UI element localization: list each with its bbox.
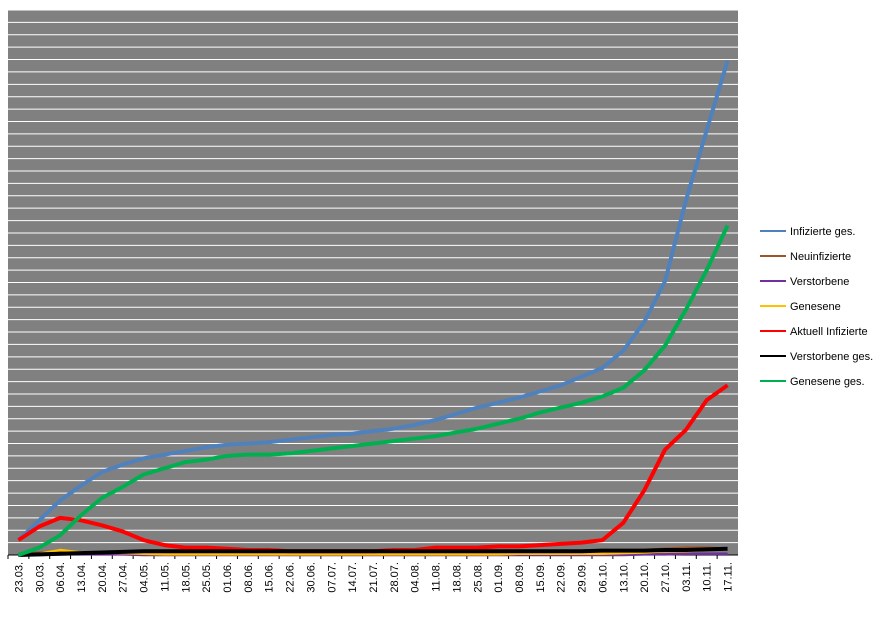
- x-tick-label: 27.04.: [118, 562, 130, 593]
- x-tick-label: 18.08.: [451, 562, 463, 593]
- x-tick-label: 25.08.: [472, 562, 484, 593]
- legend-label: Genesene: [790, 301, 841, 313]
- x-tick-label: 04.08.: [410, 562, 422, 593]
- x-tick-label: 01.06.: [222, 562, 234, 593]
- x-tick-label: 13.10.: [618, 562, 630, 593]
- series-line: [17, 60, 730, 542]
- series-line: [18, 547, 728, 557]
- x-tick-label: 27.10.: [660, 562, 672, 593]
- legend-label: Infizierte ges.: [790, 226, 855, 238]
- series-line: [18, 546, 728, 557]
- x-tick-label: 14.07.: [347, 562, 359, 593]
- x-tick-label: 03.11.: [681, 562, 693, 592]
- legend-label: Aktuell Infizierte: [790, 326, 868, 338]
- x-tick-label: 08.09.: [514, 562, 526, 593]
- x-tick-label: 11.05.: [159, 562, 171, 592]
- x-tick-label: 30.03.: [34, 562, 46, 593]
- x-tick-label: 23.03.: [13, 562, 25, 593]
- x-tick-label: 13.04.: [76, 562, 88, 593]
- legend-label: Genesene ges.: [790, 376, 865, 388]
- legend-label: Verstorbene ges.: [790, 351, 873, 363]
- x-tick-label: 30.06.: [305, 562, 317, 593]
- x-tick-label: 20.04.: [97, 562, 109, 593]
- x-tick-label: 17.11.: [723, 562, 735, 592]
- x-tick-label: 20.10.: [639, 562, 651, 593]
- x-tick-label: 28.07.: [389, 562, 401, 593]
- x-tick-label: 08.06.: [243, 562, 255, 593]
- x-tick-label: 22.09.: [556, 562, 568, 593]
- x-tick-label: 10.11.: [702, 562, 714, 592]
- x-tick-label: 21.07.: [368, 562, 380, 593]
- series-line: [17, 224, 730, 557]
- legend-label: Verstorbene: [790, 276, 849, 288]
- x-tick-label: 01.09.: [493, 562, 505, 593]
- x-tick-label: 06.10.: [597, 562, 609, 593]
- x-tick-label: 29.09.: [577, 562, 589, 593]
- x-tick-label: 25.05.: [201, 562, 213, 593]
- x-tick-label: 04.05.: [139, 562, 151, 593]
- x-tick-label: 11.08.: [431, 562, 443, 592]
- x-tick-label: 07.07.: [326, 562, 338, 593]
- x-tick-label: 15.06.: [264, 562, 276, 593]
- x-tick-label: 18.05.: [180, 562, 192, 593]
- x-tick-label: 06.04.: [55, 562, 67, 593]
- x-tick-label: 15.09.: [535, 562, 547, 593]
- legend-label: Neuinfizierte: [790, 251, 851, 263]
- x-tick-label: 22.06.: [285, 562, 297, 593]
